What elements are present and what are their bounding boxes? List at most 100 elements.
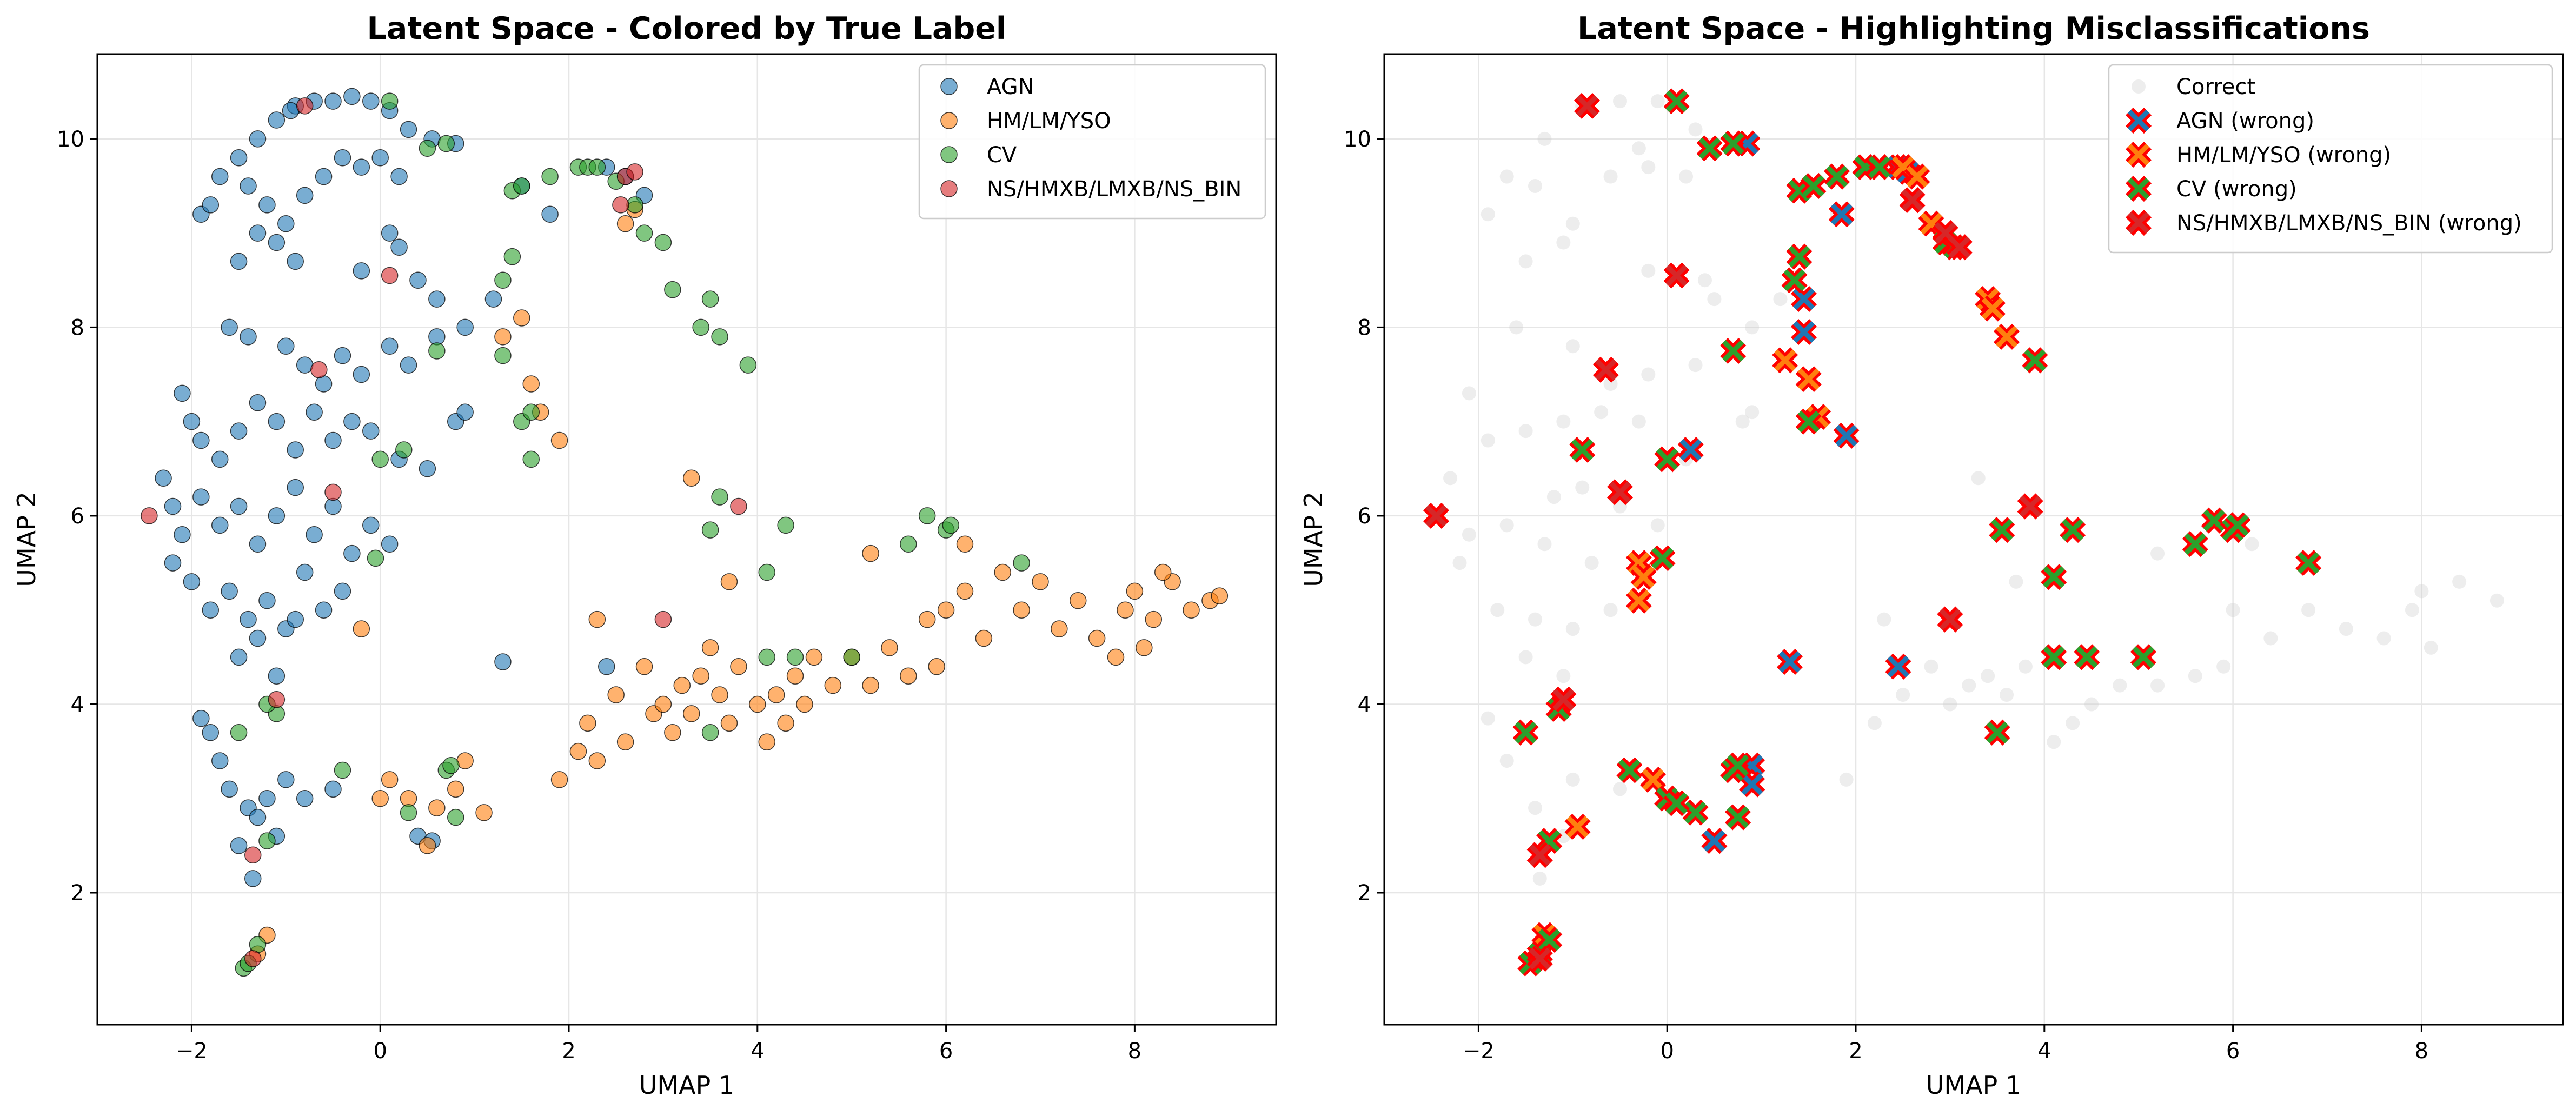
cv-wrong-marker	[1866, 154, 1893, 181]
correct-point	[1896, 688, 1910, 702]
hm-lm-yso-point	[1051, 620, 1068, 637]
correct-point	[1480, 711, 1495, 726]
agn-point	[155, 469, 172, 487]
hm-lm-yso-point	[550, 771, 568, 788]
hm-lm-yso-wrong-marker	[1772, 347, 1798, 374]
correct-point	[1631, 141, 1646, 156]
correct-point	[1867, 716, 1882, 730]
agn-point	[362, 422, 380, 440]
hm-lm-yso-point	[1183, 601, 1200, 619]
y-tick-label: 10	[57, 127, 84, 152]
cv-wrong-marker	[2022, 347, 2048, 374]
correct-point	[1462, 527, 1476, 542]
agn-point	[258, 789, 276, 807]
y-tick-label: 4	[1358, 692, 1371, 717]
agn-point	[249, 808, 267, 826]
agn-point	[230, 648, 248, 666]
hm-lm-yso-point	[1136, 639, 1153, 656]
agn-point	[296, 187, 314, 204]
cv-point	[758, 563, 775, 581]
hm-lm-yso-wrong-marker	[1625, 587, 1652, 614]
hm-lm-yso-point	[1154, 563, 1172, 581]
agn-point	[211, 168, 229, 185]
correct-point	[2245, 537, 2259, 552]
correct-point	[1613, 782, 1627, 796]
cv-point	[400, 804, 417, 821]
ns-hmxb-lmxb-ns-bin-point	[296, 97, 314, 115]
x-tick-label: 8	[2415, 1039, 2428, 1064]
x-tick-label: 4	[2037, 1039, 2051, 1064]
agn-point	[211, 516, 229, 534]
correct-point	[1971, 471, 1986, 486]
hm-lm-yso-point	[692, 667, 709, 685]
agn-point	[240, 328, 257, 346]
cv-point	[739, 356, 757, 374]
hm-lm-yso-point	[456, 752, 474, 769]
agn-point	[258, 592, 276, 609]
agn-point	[183, 413, 201, 430]
cv-point	[711, 328, 728, 346]
ns-hmxb-lmxb-ns-bin-wrong-marker	[1946, 234, 1973, 261]
left-x-axis-label: UMAP 1	[639, 1071, 734, 1100]
ns-hmxb-lmxb-ns-bin-point	[244, 950, 262, 967]
correct-point	[1556, 669, 1571, 683]
y-tick-label: 2	[1358, 881, 1371, 906]
correct-point	[2339, 622, 2353, 636]
cv-wrong-marker	[1663, 790, 1690, 816]
agn-point	[277, 337, 295, 355]
hm-lm-yso-point	[1211, 587, 1229, 604]
cv-wrong-marker	[1989, 517, 2015, 543]
agn-point	[381, 337, 399, 355]
y-tick-label: 2	[71, 881, 84, 906]
cv-point	[701, 290, 719, 308]
correct-point	[1462, 386, 1476, 401]
correct-point	[1679, 169, 1694, 184]
cv-point	[654, 234, 672, 251]
ns-hmxb-lmxb-ns-bin-wrong-marker	[1526, 842, 1553, 868]
hm-lm-yso-point	[900, 667, 917, 685]
agn-point	[306, 403, 323, 421]
right-y-axis-label: UMAP 2	[1299, 491, 1328, 587]
correct-point	[2424, 640, 2438, 655]
agn-wrong-marker	[1739, 771, 1765, 798]
legend-marker-agn	[940, 78, 958, 95]
correct-point	[1603, 603, 1618, 617]
hm-lm-yso-point	[711, 686, 728, 703]
correct-point	[1613, 94, 1627, 109]
hm-lm-yso-point	[777, 714, 794, 732]
correct-point	[1537, 131, 1552, 146]
cv-wrong-marker	[1984, 719, 2010, 746]
ns-hmxb-lmxb-ns-bin-wrong-marker	[1592, 356, 1619, 383]
ns-hmxb-lmxb-ns-bin-point	[310, 361, 328, 378]
hm-lm-yso-wrong-marker	[1630, 564, 1657, 590]
cv-point	[494, 347, 512, 364]
correct-point	[1575, 480, 1590, 495]
agn-point	[334, 347, 351, 364]
agn-point	[221, 318, 238, 336]
cv-point	[777, 516, 794, 534]
x-tick-label: 4	[751, 1039, 764, 1064]
correct-point	[2047, 735, 2061, 749]
agn-point	[494, 653, 512, 670]
correct-point	[1499, 754, 1514, 768]
agn-point	[287, 610, 304, 628]
correct-point	[1509, 320, 1524, 335]
legend-frame	[2108, 64, 2553, 254]
agn-point	[282, 102, 300, 119]
ns-hmxb-lmxb-ns-bin-point	[244, 846, 262, 864]
y-tick-label: 6	[71, 504, 84, 529]
agn-point	[192, 709, 210, 727]
hm-lm-yso-point	[353, 620, 370, 637]
cv-point	[494, 271, 512, 289]
cv-wrong-marker	[1720, 337, 1747, 364]
agn-point	[456, 318, 474, 336]
cv-point	[371, 450, 389, 468]
agn-point	[296, 563, 314, 581]
ns-hmxb-lmxb-ns-bin-wrong-marker	[1550, 686, 1577, 713]
agn-point	[174, 384, 191, 402]
correct-point	[1490, 603, 1505, 617]
agn-point	[390, 238, 408, 256]
hm-lm-yso-point	[428, 799, 446, 816]
right-chart-panel: −2 0 2 4 6 8 2 4 6 8 10 Latent Space - Highlightin…	[1299, 11, 2564, 1100]
correct-point	[1924, 659, 1938, 674]
